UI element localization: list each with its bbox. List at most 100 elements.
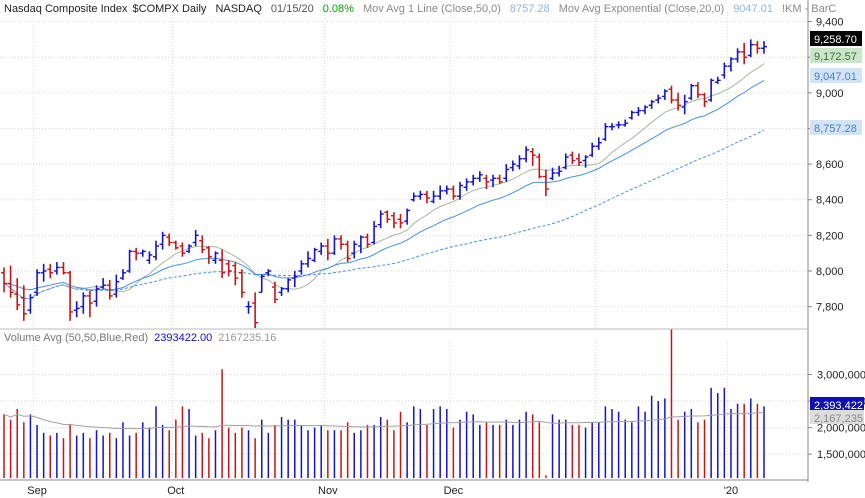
ticker-symbol: $COMPX (132, 3, 179, 15)
ohlc-bar (192, 230, 199, 247)
ohlc-bar (661, 89, 668, 100)
volume-average-value: 2167235.16 (218, 332, 277, 344)
ohlc-bar (53, 262, 60, 275)
ohlc-bar (60, 262, 67, 275)
ohlc-bar (14, 278, 21, 311)
volume-average-polyline (3, 412, 765, 430)
ohlc-bar (721, 62, 728, 79)
ohlc-bar (100, 278, 107, 289)
ohlc-bar (397, 213, 404, 229)
price-grid (0, 12, 808, 328)
price-bars (1, 39, 767, 328)
ohlc-bar (126, 249, 133, 273)
ohlc-bar (219, 249, 226, 279)
volume-legend-value: 2393422.00 (154, 332, 213, 344)
ohlc-bar (252, 292, 259, 328)
ohlc-bar (199, 235, 206, 254)
ohlc-bar (344, 240, 351, 263)
ohlc-bar (67, 270, 74, 321)
ohlc-bar (430, 190, 437, 204)
sma-legend-label: Mov Avg 1 Line (Close,50,0) (362, 3, 501, 15)
ohlc-bar (714, 76, 721, 84)
volume-tag-label: 2,167,235 (814, 413, 863, 425)
ohlc-bar (562, 153, 569, 170)
date-label: 01/15/20 (270, 3, 314, 15)
ohlc-bar (490, 174, 497, 188)
ema-legend-value: 9047.01 (733, 3, 773, 15)
price-tags: 9,258.70 9,172.57 9,047.01 8,757.28 2,393,42… (810, 31, 864, 425)
ohlc-bar (595, 137, 602, 150)
ohlc-bar (318, 242, 325, 255)
price-tag-label: 9,172.57 (814, 51, 857, 63)
ohlc-bar (509, 160, 516, 172)
ohlc-bar (106, 279, 113, 300)
volume-tick-label: 3,000,000 (817, 370, 865, 382)
ohlc-bar (364, 233, 371, 248)
ohlc-bar (575, 153, 582, 166)
ohlc-bar (311, 247, 318, 263)
ohlc-bar (741, 42, 748, 65)
moving-average-lines (3, 63, 765, 300)
ohlc-bar (688, 83, 695, 100)
ohlc-bar (1, 267, 7, 293)
ohlc-bar (238, 269, 245, 298)
ohlc-bar (40, 263, 47, 282)
index-title: Nasdaq Composite Index (4, 3, 128, 15)
ohlc-bar (556, 165, 563, 177)
ohlc-bar (655, 94, 662, 104)
ohlc-bar (384, 210, 391, 223)
ohlc-bar (331, 235, 338, 255)
ohlc-bar (694, 82, 701, 99)
ohlc-bar (166, 233, 173, 247)
ohlc-bar (205, 246, 212, 264)
ohlc-bar (285, 278, 292, 293)
ohlc-bar (258, 274, 265, 294)
ohlc-bar (549, 167, 556, 181)
ohlc-bar (503, 164, 510, 182)
ohlc-bar (232, 262, 239, 286)
ohlc-bar (463, 178, 470, 191)
ohlc-bar (371, 221, 378, 245)
ohlc-bar (642, 105, 649, 115)
ohlc-bar (450, 185, 457, 200)
ohlc-bar (761, 41, 767, 54)
ohlc-bar (681, 94, 688, 115)
price-tick-label: 8,600 (816, 159, 844, 171)
price-tick-label: 8,400 (816, 195, 844, 207)
ohlc-bar (245, 301, 252, 314)
ohlc-bar (404, 208, 411, 225)
ohlc-bar (20, 285, 27, 321)
ohlc-bar (113, 274, 120, 298)
price-tick-label: 8,200 (816, 230, 844, 242)
ohlc-bar (609, 123, 615, 131)
price-tick-label: 7,800 (816, 302, 844, 314)
ohlc-bar (443, 185, 450, 195)
price-tag-bg (810, 31, 862, 46)
volume-legend-label: Volume Avg (50,50,Blue,Red) (4, 332, 149, 344)
ohlc-bar (225, 260, 232, 277)
ema-legend-label: Mov Avg Exponential (Close,20,0) (558, 3, 725, 15)
x-tick-label: Oct (167, 485, 184, 497)
price-tag-bg (810, 68, 862, 83)
ohlc-bar (734, 48, 741, 63)
ohlc-bar (34, 269, 41, 296)
sma10-line (3, 63, 765, 300)
ohlc-bar (523, 146, 530, 163)
ohlc-bar (635, 107, 642, 116)
ohlc-bar (271, 281, 278, 304)
ohlc-bar (179, 242, 186, 257)
volume-average-line (3, 412, 765, 430)
ohlc-bar (668, 85, 675, 104)
ohlc-bar (483, 174, 490, 190)
ohlc-bar (423, 190, 430, 204)
axes (0, 0, 812, 482)
ohlc-bar (628, 110, 635, 120)
ohlc-bar (186, 244, 193, 254)
ohlc-bar (139, 249, 146, 257)
ohlc-bar (542, 169, 549, 197)
ohlc-bar (80, 292, 87, 314)
chart-header: Nasdaq Composite Index $COMPX Daily NASDAQ 0… (4, 3, 845, 15)
ohlc-bar (351, 240, 358, 259)
ohlc-bar (615, 121, 622, 129)
ohlc-bar (582, 155, 589, 168)
